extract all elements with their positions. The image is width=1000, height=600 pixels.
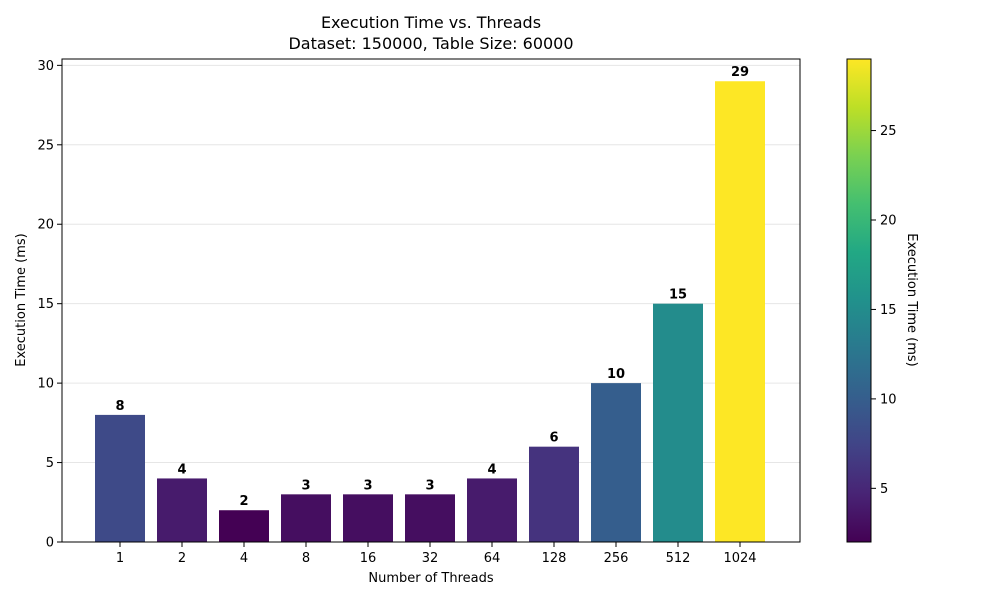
colorbar-tick-label: 10 (880, 392, 897, 407)
x-axis-ticks: 1 2 4 8 16 32 64 128 256 512 1024 (116, 542, 757, 566)
bar-value-label: 29 (731, 65, 749, 80)
x-tick-label: 64 (484, 551, 501, 566)
y-axis-ticks: 0 5 10 15 20 25 30 (37, 59, 62, 551)
plot-frame (61, 58, 801, 543)
bar (281, 494, 331, 542)
y-tick-label: 20 (37, 218, 54, 233)
bar-value-label: 6 (549, 431, 558, 446)
bar-value-label: 3 (425, 478, 434, 493)
colorbar-tick-label: 20 (880, 214, 897, 229)
bar-value-label: 10 (607, 367, 625, 382)
colorbar-tick-label: 15 (880, 303, 897, 318)
bar (653, 303, 703, 542)
y-tick-label: 15 (37, 297, 54, 312)
y-tick-label: 5 (46, 456, 54, 471)
y-tick-label: 0 (46, 536, 54, 551)
bar-value-label: 4 (487, 462, 496, 477)
y-axis-label: Execution Time (ms) (14, 233, 29, 366)
colorbar (846, 58, 872, 543)
bar-value-label: 15 (669, 288, 687, 303)
bar-value-label: 2 (239, 494, 248, 509)
bar-value-label: 3 (301, 478, 310, 493)
bar (467, 478, 517, 542)
x-tick-label: 128 (542, 551, 567, 566)
x-tick-label: 256 (604, 551, 629, 566)
bar-value-label: 4 (177, 462, 186, 477)
colorbar-tick-label: 25 (880, 124, 897, 139)
bars (95, 81, 765, 543)
x-tick-label: 2 (178, 551, 186, 566)
bar (219, 510, 269, 542)
x-tick-label: 16 (360, 551, 377, 566)
bar (343, 494, 393, 542)
colorbar-label: Execution Time (ms) (904, 233, 919, 366)
x-tick-label: 4 (240, 551, 248, 566)
x-tick-label: 8 (302, 551, 310, 566)
bar (715, 81, 765, 543)
bar (529, 446, 579, 542)
y-tick-label: 10 (37, 377, 54, 392)
colorbar-tick-label: 5 (880, 482, 888, 497)
y-tick-label: 30 (37, 59, 54, 74)
x-axis-label: Number of Threads (368, 571, 493, 586)
bar-value-label: 3 (363, 478, 372, 493)
x-tick-label: 32 (422, 551, 439, 566)
x-tick-label: 1 (116, 551, 124, 566)
data-labels: 8 4 2 3 3 3 4 6 10 15 29 (115, 65, 749, 509)
chart-subtitle: Dataset: 150000, Table Size: 60000 (288, 34, 573, 53)
bar (95, 414, 145, 542)
y-tick-label: 25 (37, 138, 54, 153)
bar (405, 494, 455, 542)
colorbar-ticks: 5 10 15 20 25 (871, 124, 897, 497)
bar (157, 478, 207, 542)
chart-title: Execution Time vs. Threads (321, 13, 541, 32)
x-tick-label: 512 (666, 551, 691, 566)
bar (591, 383, 641, 542)
x-tick-label: 1024 (723, 551, 756, 566)
bar-value-label: 8 (115, 399, 124, 414)
